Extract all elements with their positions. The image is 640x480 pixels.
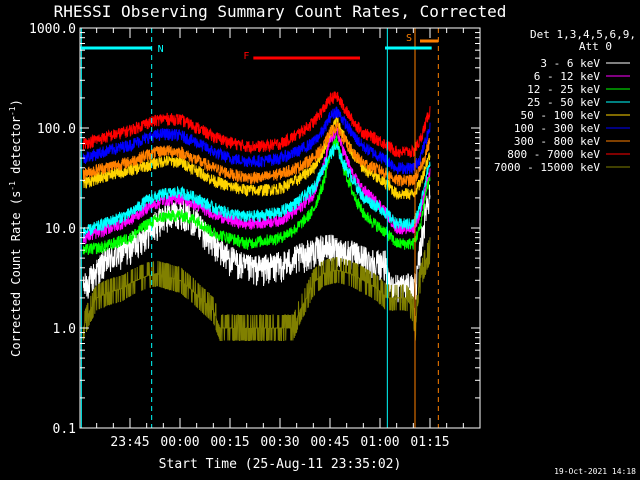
legend-header-1: Det 1,3,4,5,6,9, [530,28,636,41]
x-tick-label: 01:00 [360,435,399,450]
x-axis-ticks: 23:45 00:00 00:15 00:30 00:45 01:00 01:15 [96,28,464,450]
series-line [82,121,431,187]
x-tick-label: 23:45 [110,435,149,450]
y-tick-label: 100.0 [37,122,76,137]
legend-entry-label: 100 - 300 keV [514,122,600,135]
flag-label: S [406,33,412,44]
x-tick-label: 01:15 [410,435,449,450]
y-tick-label: 0.1 [53,422,76,437]
legend-header-2: Att 0 [579,40,612,53]
flag-label: N [158,44,164,55]
legend-entry-label: 12 - 25 keV [527,83,600,96]
x-tick-label: 00:15 [210,435,249,450]
legend-entry-label: 7000 - 15000 keV [494,161,600,174]
legend-entry-label: 25 - 50 keV [527,96,600,109]
x-tick-label: 00:30 [260,435,299,450]
y-axis-label: Corrected Count Rate (s-1 detector-1) [8,99,23,357]
x-tick-label: 00:45 [310,435,349,450]
series-line [82,142,431,239]
legend-entry-label: 6 - 12 keV [534,70,601,83]
flag-bars: N F S [80,33,439,62]
series-line [82,237,431,341]
footer-date: 19-Oct-2021 14:18 [554,467,636,476]
series-line [82,91,431,159]
legend-entry-label: 50 - 100 keV [521,109,601,122]
series-line [82,184,431,305]
y-tick-label: 1000.0 [29,22,76,37]
x-axis-label: Start Time (25-Aug-11 23:35:02) [159,457,402,472]
chart-title: RHESSI Observing Summary Count Rates, Co… [54,2,507,21]
y-tick-label: 10.0 [45,222,76,237]
series-line [82,115,431,200]
series-line [82,135,431,256]
flag-label: F [243,51,249,62]
legend-entry-label: 300 - 800 keV [514,135,600,148]
x-tick-label: 00:00 [160,435,199,450]
y-tick-label: 1.0 [53,322,76,337]
series-lines [82,91,431,341]
legend-entry-label: 3 - 6 keV [540,57,600,70]
series-line [82,106,431,175]
legend-entry-label: 800 - 7000 keV [507,148,600,161]
y-axis-ticks: 1000.0 100.0 10.0 1.0 0.1 [29,22,480,437]
